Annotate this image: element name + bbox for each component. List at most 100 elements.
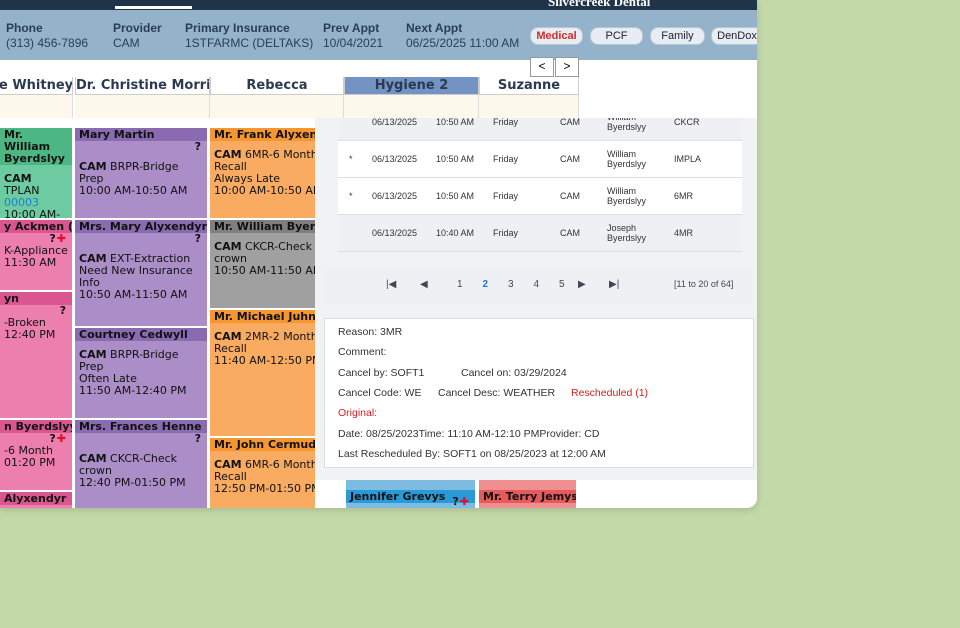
patient-name: Mr. William Byerdslyy [0,128,72,165]
column-header: e Whitney [0,77,73,95]
appt-text: -Broken [4,316,46,329]
tab-button[interactable]: PCF [590,27,643,45]
history-cell: 06/13/2025 [372,191,418,201]
patient-name: Mr. Frank Alyxendyr [210,128,341,141]
appointment[interactable]: yn? -Broken 12:40 PM [0,292,72,420]
appt-line: CAM CKCR-Check [75,453,207,465]
appointment[interactable]: Mr. William Byerdslyy CAM TPLAN 00003 10:00 … [0,128,72,220]
prev-page[interactable]: ◀ [420,279,428,290]
appt-line: CAM CKCR-Check [210,241,341,253]
appt-line: K-Appliance [0,245,72,257]
detail-text: Cancel Desc: WEATHER [438,386,556,399]
flag: ? [194,140,201,153]
detail-text: Rescheduled (1) [571,386,649,399]
detail-text: Cancel on: 03/29/2024 [461,366,567,379]
appt-text: CKCR-Check [245,240,313,253]
alert-icon: ✚ [56,432,66,445]
history-cell: 10:50 AM [436,191,475,201]
appt-line: CAM TPLAN [0,173,72,197]
page-number[interactable]: 2 [482,279,489,290]
appt-text: 12:40 PM [4,328,56,341]
appt-text: Recall [214,470,247,483]
field-label: Next Appt [406,21,463,35]
appt-text: 10:00 AM- [4,208,61,220]
appt-text: Info [79,276,100,289]
page-number[interactable]: 5 [559,279,565,290]
last-page[interactable]: ▶| [609,279,620,290]
appt-line: Recall [210,471,341,483]
appointment[interactable]: Courtney Cedwyll CAM BRPR-Bridge Prep Ofte… [75,328,207,420]
history-cell: 10:50 AM [436,118,475,127]
appt-text: 10:00 AM-10:50 AM [214,184,323,197]
appointment[interactable]: Mr. Terry Jemys [479,480,576,508]
nav-button[interactable]: > [555,57,579,77]
provider: CAM [79,452,107,465]
appt-text: EXT-Extraction [110,252,191,265]
appt-text: 00003 [4,196,39,209]
appt-text: crown [214,252,248,265]
appointment[interactable]: n Byerdslyy ?✚ -6 Month 01:20 PM [0,420,72,492]
tab-button[interactable]: Family [650,27,705,45]
flag: ? [194,232,201,245]
column-header: Rebecca [210,77,344,95]
appt-line: 12:40 PM [0,329,72,341]
history-cell: CAM [560,118,580,127]
appt-line: CAM 6MR-6 Month [210,149,341,161]
page-number[interactable]: 4 [533,279,540,290]
history-cell: CAM [560,191,580,201]
detail-text: Last Rescheduled By: SOFT1 on 08/25/2023… [338,447,606,460]
history-cell: * [349,154,353,164]
appointment[interactable]: Mary Martin? CAM BRPR-Bridge Prep 10:00 AM… [75,128,207,220]
brand: Silvercreek Dental [548,0,651,9]
history-cell: CKCR [674,118,700,127]
appt-text: 12:50 PM-01:50 PM [214,482,321,495]
detail-text: Comment: [338,346,387,359]
history-cell: IMPLA [674,154,702,164]
page-number[interactable]: 3 [508,279,514,290]
column-header: Hygiene 2 [344,77,479,95]
history-row[interactable]: * 06/13/2025 10:50 AM Friday CAM William Byer… [338,141,742,178]
appointment[interactable]: Mrs. Frances Henne? CAM CKCR-Check crown 12… [75,420,207,508]
history-cell: William Byerdslyy [607,186,647,206]
appointment[interactable]: Alyxendyr [0,492,72,508]
provider: CAM [214,240,242,253]
history-row[interactable]: 06/13/2025 10:50 AM Friday CAM William Byerd… [338,118,742,141]
alert-icon: ✚ [56,232,66,245]
history-row[interactable]: 06/13/2025 10:40 AM Friday CAM Joseph Byerds… [338,215,742,252]
appt-line: 10:00 AM-10:50 AM [210,185,341,197]
time-row [0,95,73,118]
tab-button[interactable]: DenDox [711,27,757,45]
patient-name: Mr. John Cermudy [210,438,341,451]
time-row [75,95,210,118]
next-page[interactable]: ▶ [578,279,586,290]
appt-text: K-Appliance [4,244,68,257]
nav-button[interactable]: < [530,57,554,77]
field-label: Prev Appt [323,21,380,35]
history-cell: CAM [560,228,580,238]
active-tab [115,6,192,9]
appt-text: crown [79,464,113,477]
column-header: Dr. Christine Morris [75,77,210,95]
detail-text: Cancel by: SOFT1 [338,366,425,379]
detail-text: Reason: 3MR [338,326,403,338]
tab-button[interactable]: Medical [530,27,583,45]
range-label: [11 to 20 of 64] [674,279,734,289]
history-cell: Friday [493,191,519,201]
page-number[interactable]: 1 [457,279,463,290]
appt-line: Recall [210,343,341,355]
field-value: 06/25/2025 11:00 AM [406,36,520,50]
appt-text: 10:50 AM-11:50 AM [214,264,323,277]
first-page[interactable]: |◀ [386,279,397,290]
history-row[interactable]: * 06/13/2025 10:50 AM Friday CAM William Byer… [338,178,742,215]
appt-text: 11:50 AM-12:40 PM [79,384,187,397]
appointment[interactable]: Jennifer Grevys ?✚ [346,480,475,508]
appt-text: BRPR-Bridge Prep [79,160,179,185]
appt-text: 11:40 AM-12:50 PM [214,354,322,367]
appt-text: BRPR-Bridge Prep [79,348,179,373]
column-header: Suzanne [479,77,579,95]
appt-line: 11:40 AM-12:50 PM [210,355,341,367]
appointment[interactable]: Mrs. Mary Alyxendyr (*)? CAM EXT-Extracti… [75,220,207,328]
history-cell: 06/13/2025 [372,228,418,238]
appt-line: 11:50 AM-12:40 PM [75,385,207,397]
